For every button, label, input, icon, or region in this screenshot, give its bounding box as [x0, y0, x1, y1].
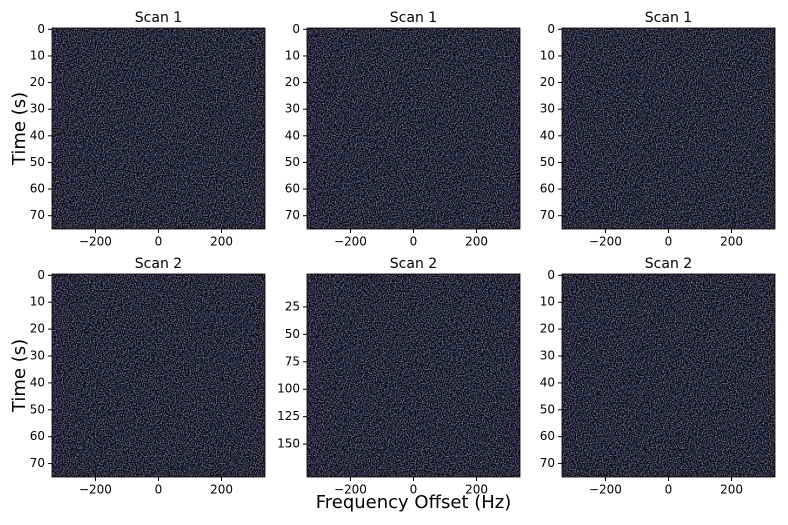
y-tick-label: 70	[30, 456, 45, 470]
y-tick-label: 10	[540, 48, 555, 62]
y-tick-label: 10	[30, 295, 45, 309]
y-tick-label: 70	[285, 208, 300, 222]
x-tick-label: −200	[334, 483, 367, 497]
y-tick-label: 125	[277, 409, 300, 423]
heatmap-image	[52, 274, 265, 477]
y-tick-label: 100	[277, 382, 300, 396]
y-tick-label: 30	[540, 102, 555, 116]
x-tick-label: 200	[720, 483, 743, 497]
y-tick-label: 75	[285, 354, 300, 368]
y-tick-label: 30	[30, 349, 45, 363]
y-tick-label: 60	[540, 182, 555, 196]
x-tick-label: 200	[720, 235, 743, 249]
y-tick-label: 40	[30, 375, 45, 389]
x-tick-label: 200	[465, 235, 488, 249]
y-tick-label: 20	[30, 322, 45, 336]
y-tick-label: 50	[285, 327, 300, 341]
y-tick-label: 50	[30, 155, 45, 169]
y-tick-label: 10	[30, 48, 45, 62]
y-tick-label: 60	[30, 429, 45, 443]
x-tick-label: 0	[665, 235, 673, 249]
y-tick-label: 0	[292, 22, 300, 36]
x-tick-label: 0	[155, 235, 163, 249]
heatmap-image	[562, 28, 775, 229]
x-tick-label: −200	[589, 483, 622, 497]
y-tick-label: 30	[30, 102, 45, 116]
y-tick-label: 20	[540, 75, 555, 89]
y-tick-label: 30	[285, 102, 300, 116]
y-tick-label: 50	[285, 155, 300, 169]
y-tick-label: 25	[285, 299, 300, 313]
y-tick-label: 0	[547, 268, 555, 282]
y-tick-label: 40	[540, 375, 555, 389]
panel-title: Scan 1	[135, 10, 182, 26]
y-tick-label: 0	[37, 22, 45, 36]
x-tick-label: −200	[79, 235, 112, 249]
y-tick-label: 30	[540, 349, 555, 363]
panel-title: Scan 2	[135, 256, 182, 272]
y-tick-label: 70	[30, 208, 45, 222]
x-tick-label: 0	[410, 483, 418, 497]
y-tick-label: 40	[30, 128, 45, 142]
x-tick-label: 0	[410, 235, 418, 249]
panel-title: Scan 1	[390, 10, 437, 26]
x-tick-label: −200	[79, 483, 112, 497]
y-tick-label: 10	[540, 295, 555, 309]
y-tick-label: 0	[547, 22, 555, 36]
y-tick-label: 50	[540, 155, 555, 169]
y-tick-label: 40	[285, 128, 300, 142]
x-tick-label: 200	[210, 483, 233, 497]
y-tick-label: 50	[540, 402, 555, 416]
y-axis-label: Time (s)	[9, 92, 30, 166]
y-tick-label: 20	[540, 322, 555, 336]
heatmap-image	[562, 274, 775, 477]
y-tick-label: 20	[30, 75, 45, 89]
y-tick-label: 60	[540, 429, 555, 443]
y-tick-label: 70	[540, 456, 555, 470]
x-tick-label: 0	[155, 483, 163, 497]
x-tick-label: −200	[589, 235, 622, 249]
x-tick-label: 200	[210, 235, 233, 249]
y-tick-label: 50	[30, 402, 45, 416]
y-tick-label: 40	[540, 128, 555, 142]
heatmap-image	[307, 28, 520, 229]
y-tick-label: 60	[30, 182, 45, 196]
y-tick-label: 60	[285, 182, 300, 196]
panel-title: Scan 2	[645, 256, 692, 272]
x-tick-label: −200	[334, 235, 367, 249]
y-tick-label: 150	[277, 437, 300, 451]
y-tick-label: 10	[285, 48, 300, 62]
y-tick-label: 70	[540, 208, 555, 222]
panel-title: Scan 2	[390, 256, 437, 272]
heatmap-image	[52, 28, 265, 229]
y-tick-label: 0	[37, 268, 45, 282]
x-tick-label: 0	[665, 483, 673, 497]
x-tick-label: 200	[465, 483, 488, 497]
heatmap-image	[307, 274, 520, 477]
x-axis-label: Frequency Offset (Hz)	[316, 492, 512, 513]
y-tick-label: 20	[285, 75, 300, 89]
panel-title: Scan 1	[645, 10, 692, 26]
y-axis-label: Time (s)	[9, 339, 30, 413]
